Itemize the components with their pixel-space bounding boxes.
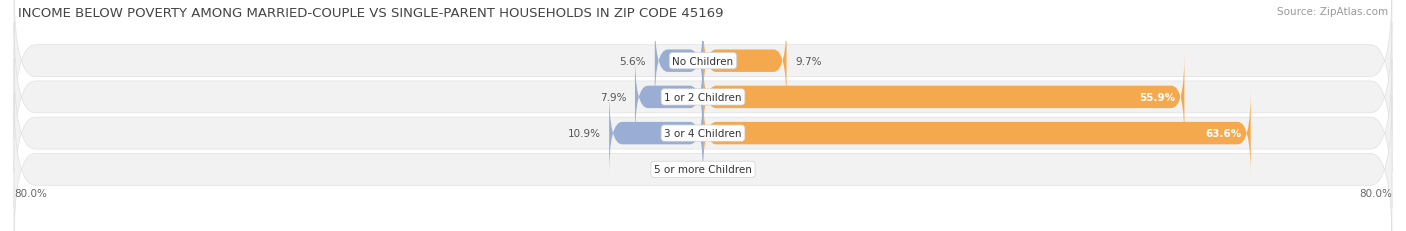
Text: 1 or 2 Children: 1 or 2 Children <box>664 92 742 103</box>
FancyBboxPatch shape <box>609 91 703 176</box>
Text: 80.0%: 80.0% <box>1360 188 1392 198</box>
Text: 0.0%: 0.0% <box>711 165 738 175</box>
Text: 5 or more Children: 5 or more Children <box>654 165 752 175</box>
FancyBboxPatch shape <box>14 95 1392 231</box>
Text: No Children: No Children <box>672 56 734 66</box>
FancyBboxPatch shape <box>14 23 1392 172</box>
FancyBboxPatch shape <box>703 55 1184 140</box>
FancyBboxPatch shape <box>636 55 703 140</box>
Text: 7.9%: 7.9% <box>600 92 626 103</box>
Text: 5.6%: 5.6% <box>620 56 647 66</box>
Text: Source: ZipAtlas.com: Source: ZipAtlas.com <box>1277 7 1388 17</box>
Text: 0.0%: 0.0% <box>668 165 695 175</box>
FancyBboxPatch shape <box>703 91 1251 176</box>
FancyBboxPatch shape <box>655 18 703 104</box>
Text: INCOME BELOW POVERTY AMONG MARRIED-COUPLE VS SINGLE-PARENT HOUSEHOLDS IN ZIP COD: INCOME BELOW POVERTY AMONG MARRIED-COUPL… <box>18 7 724 20</box>
Text: 55.9%: 55.9% <box>1140 92 1175 103</box>
Text: 9.7%: 9.7% <box>796 56 821 66</box>
Text: 10.9%: 10.9% <box>568 128 600 139</box>
FancyBboxPatch shape <box>14 59 1392 208</box>
FancyBboxPatch shape <box>14 0 1392 136</box>
Text: 63.6%: 63.6% <box>1206 128 1241 139</box>
Text: 3 or 4 Children: 3 or 4 Children <box>664 128 742 139</box>
FancyBboxPatch shape <box>703 18 786 104</box>
Text: 80.0%: 80.0% <box>14 188 46 198</box>
